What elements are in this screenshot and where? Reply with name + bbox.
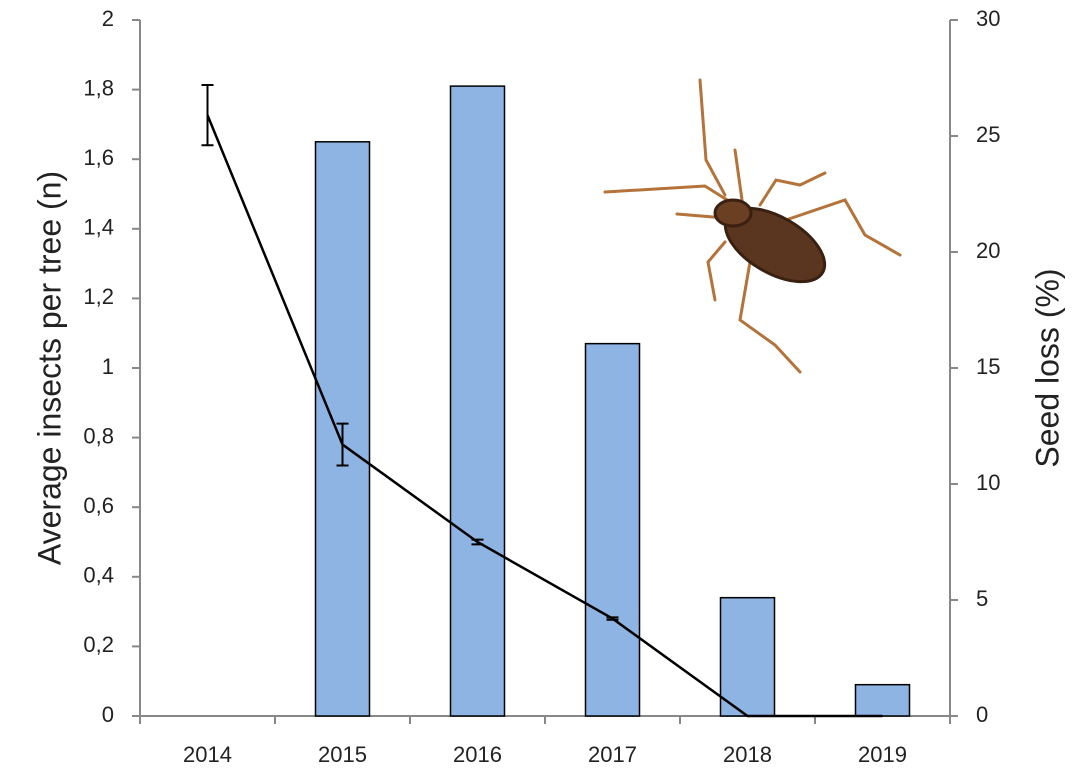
insect-image bbox=[603, 78, 902, 374]
x-tick-label: 2019 bbox=[858, 742, 907, 767]
y2-tick-label: 15 bbox=[976, 354, 1000, 379]
error-bar bbox=[606, 616, 619, 621]
x-tick-label: 2017 bbox=[588, 742, 637, 767]
x-tick-label: 2018 bbox=[723, 742, 772, 767]
y2-axis-title: Seed loss (%) bbox=[1029, 268, 1065, 467]
y-axis-title: Average insects per tree (n) bbox=[31, 171, 67, 565]
y-tick-label: 1,6 bbox=[83, 145, 114, 170]
bar bbox=[314, 141, 371, 717]
y-tick-label: 1 bbox=[102, 354, 114, 379]
bar bbox=[584, 342, 641, 717]
error-bar bbox=[336, 422, 349, 467]
y-tick-label: 0,6 bbox=[83, 493, 114, 518]
bar bbox=[719, 596, 776, 717]
y2-tick-label: 25 bbox=[976, 122, 1000, 147]
y-tick-label: 1,4 bbox=[83, 215, 114, 240]
y2-tick-label: 10 bbox=[976, 470, 1000, 495]
y-tick-label: 1,8 bbox=[83, 75, 114, 100]
y-tick-label: 1,2 bbox=[83, 284, 114, 309]
y-tick-label: 0,8 bbox=[83, 423, 114, 448]
y2-tick-label: 20 bbox=[976, 238, 1000, 263]
y2-tick-label: 0 bbox=[976, 702, 988, 727]
y-tick-label: 0 bbox=[102, 702, 114, 727]
x-tick-label: 2014 bbox=[183, 742, 232, 767]
y2-tick-label: 5 bbox=[976, 586, 988, 611]
line bbox=[206, 114, 883, 718]
y-tick-label: 2 bbox=[102, 6, 114, 31]
y2-tick-label: 30 bbox=[976, 6, 1000, 31]
error-bar bbox=[201, 83, 214, 147]
error-bar bbox=[471, 538, 484, 546]
y-tick-label: 0,4 bbox=[83, 563, 114, 588]
x-tick-label: 2015 bbox=[318, 742, 367, 767]
bar bbox=[449, 85, 506, 717]
y-tick-label: 0,2 bbox=[83, 632, 114, 657]
bar bbox=[854, 683, 911, 717]
x-tick-label: 2016 bbox=[453, 742, 502, 767]
